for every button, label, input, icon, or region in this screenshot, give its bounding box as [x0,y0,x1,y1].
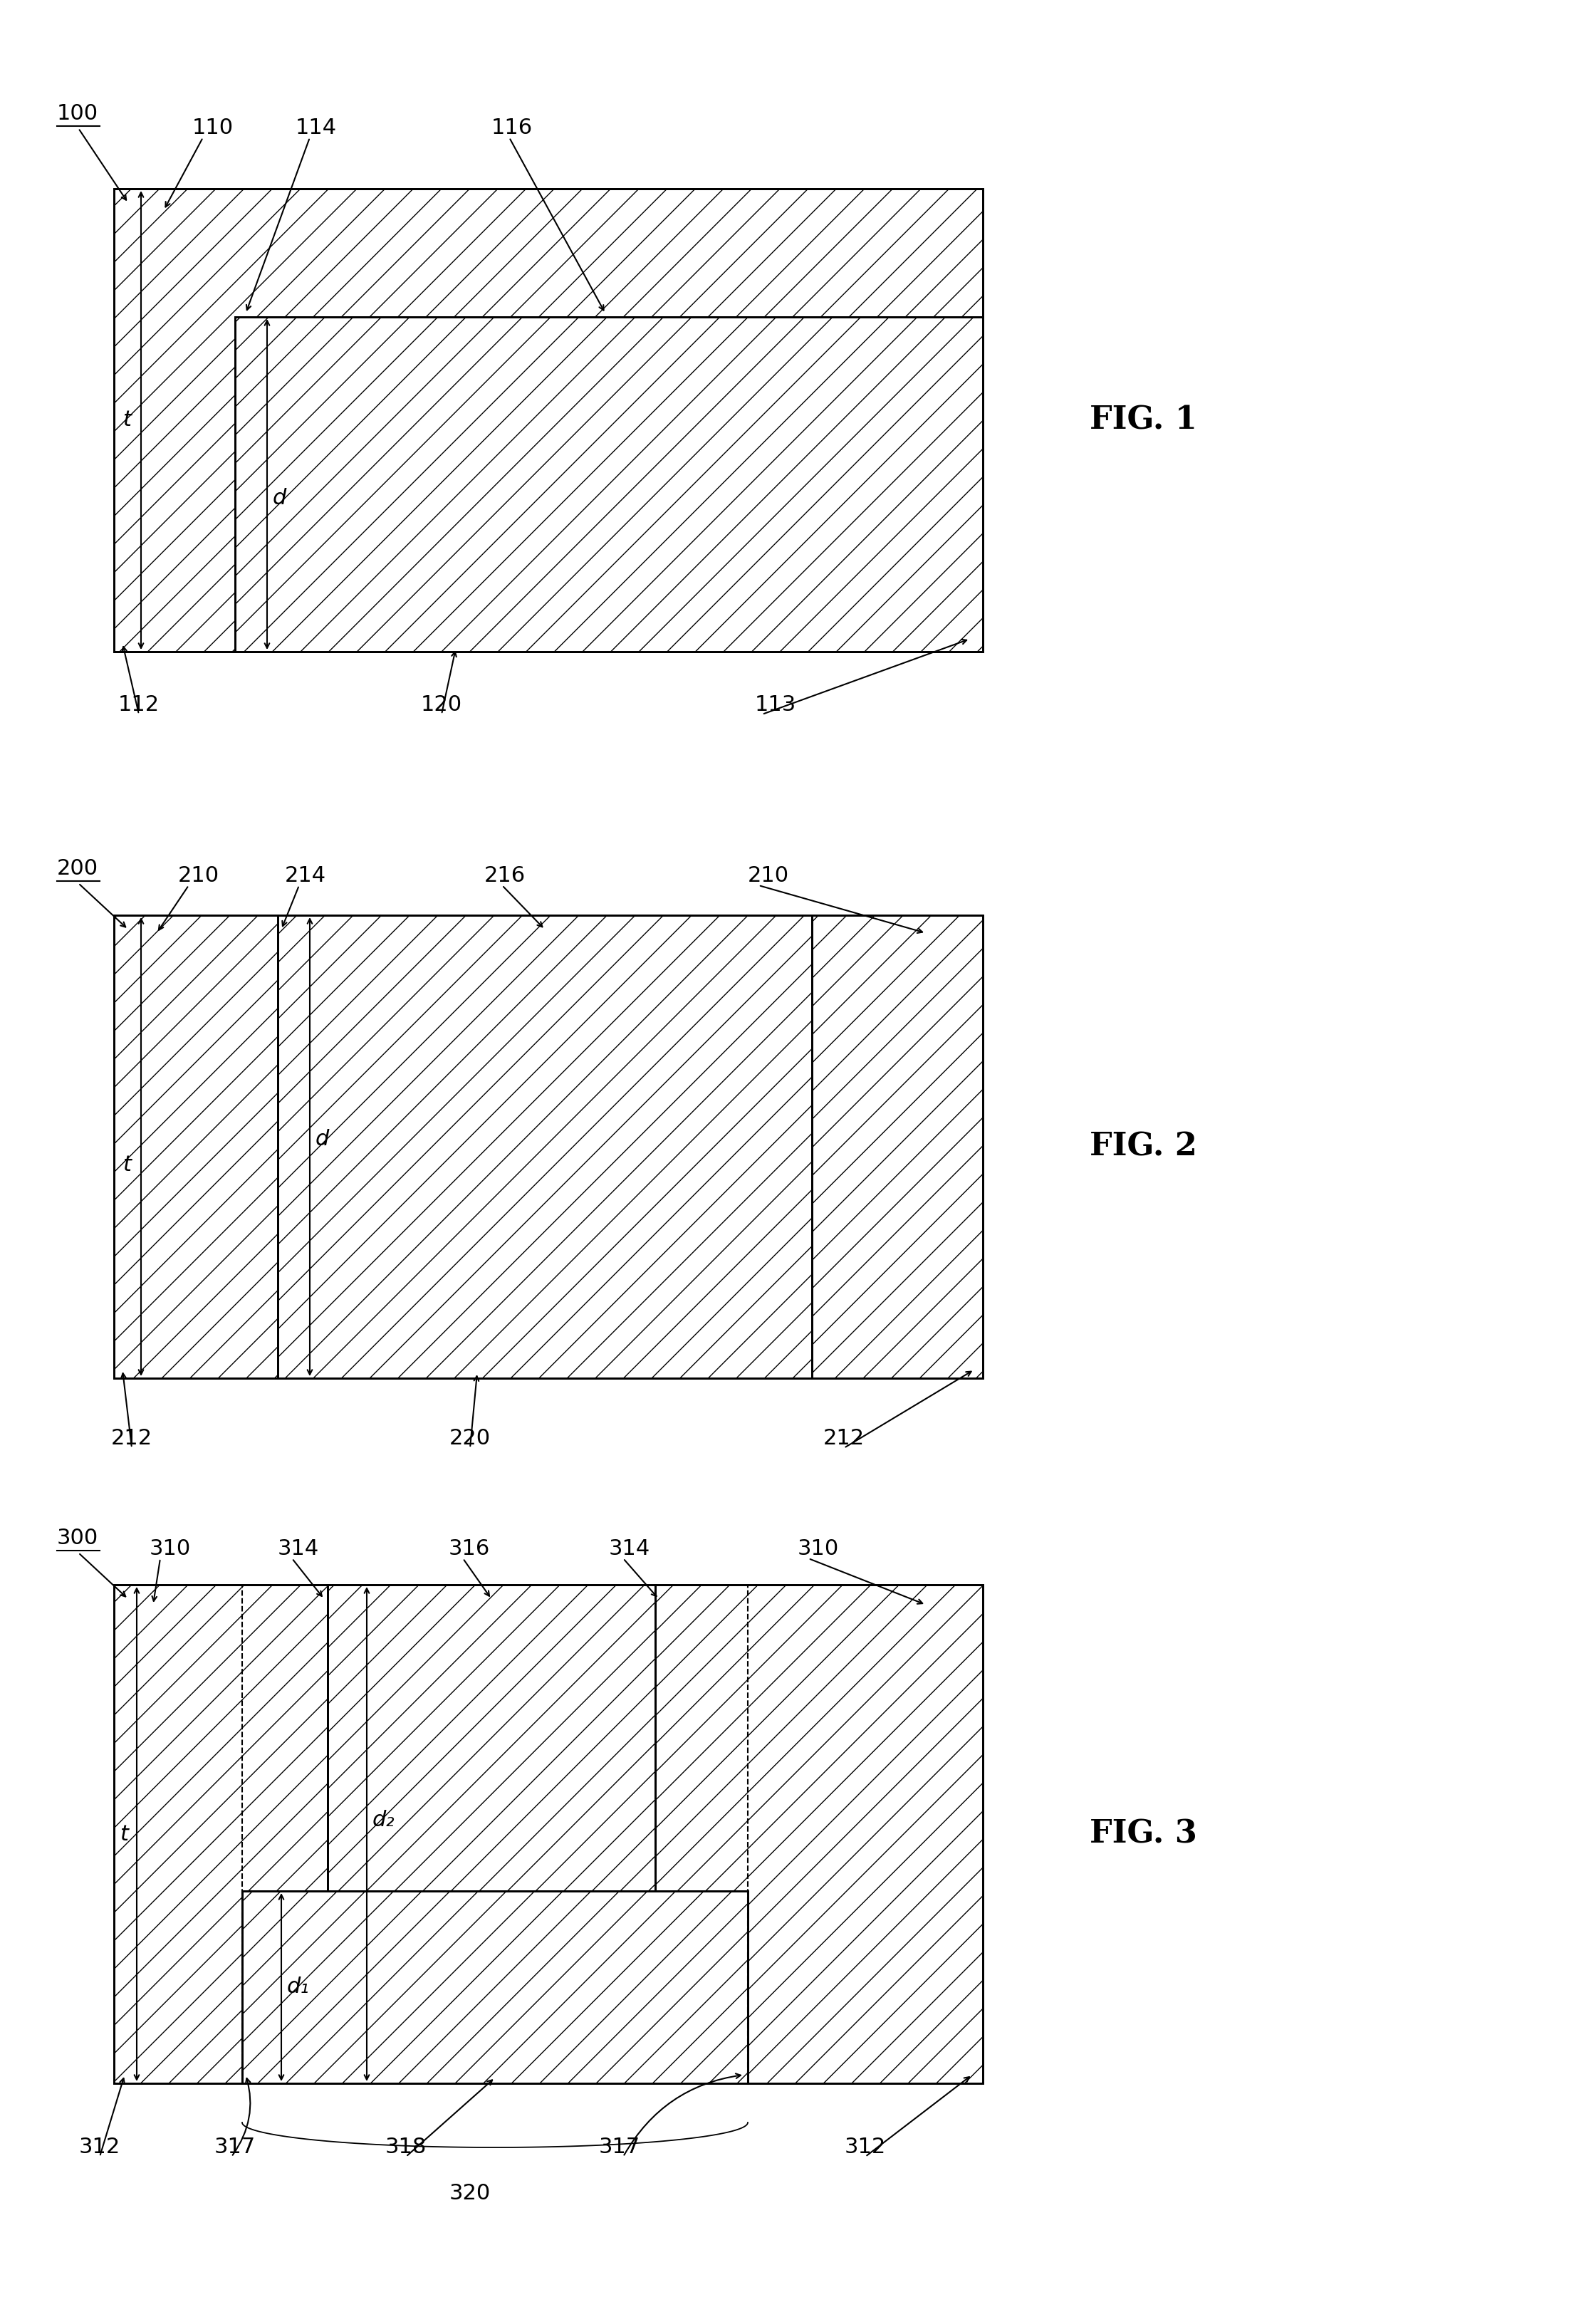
Text: 310: 310 [150,1539,192,1560]
Text: 116: 116 [492,117,533,138]
Text: 312: 312 [78,2136,120,2157]
Text: d₂: d₂ [372,1810,394,1831]
Text: d: d [316,1130,329,1151]
Polygon shape [113,1585,327,2083]
Text: t: t [120,1824,128,1844]
Polygon shape [812,914,983,1378]
Text: 120: 120 [421,694,463,714]
Text: 220: 220 [450,1429,490,1449]
Text: 317: 317 [598,2136,640,2157]
Polygon shape [113,188,983,652]
Text: 314: 314 [610,1539,651,1560]
Text: 317: 317 [214,2136,255,2157]
Text: 316: 316 [448,1539,490,1560]
Text: 216: 216 [484,866,525,887]
Text: 300: 300 [57,1528,99,1548]
Text: t: t [123,1153,131,1174]
Text: 210: 210 [179,866,219,887]
Text: d₁: d₁ [287,1978,310,1998]
Text: 113: 113 [755,694,796,714]
Text: FIG. 1: FIG. 1 [1090,404,1197,436]
Polygon shape [235,317,983,652]
Text: 318: 318 [385,2136,426,2157]
Text: 110: 110 [192,117,233,138]
Polygon shape [243,1890,749,2083]
Text: 112: 112 [118,694,160,714]
Text: FIG. 2: FIG. 2 [1090,1132,1197,1162]
Text: FIG. 3: FIG. 3 [1090,1819,1197,1849]
Polygon shape [327,1585,656,1890]
Polygon shape [113,914,278,1378]
Polygon shape [278,914,812,1378]
Text: 212: 212 [824,1429,865,1449]
Text: 210: 210 [749,866,788,887]
Text: 312: 312 [844,2136,886,2157]
Text: 310: 310 [798,1539,839,1560]
Polygon shape [656,1585,983,2083]
Text: 212: 212 [112,1429,153,1449]
Text: 320: 320 [450,2182,492,2203]
Text: 114: 114 [295,117,337,138]
Text: 214: 214 [284,866,326,887]
Text: 100: 100 [57,103,99,124]
Text: 200: 200 [57,859,99,880]
Text: 314: 314 [278,1539,319,1560]
Text: t: t [123,409,131,430]
Text: d: d [273,489,287,510]
